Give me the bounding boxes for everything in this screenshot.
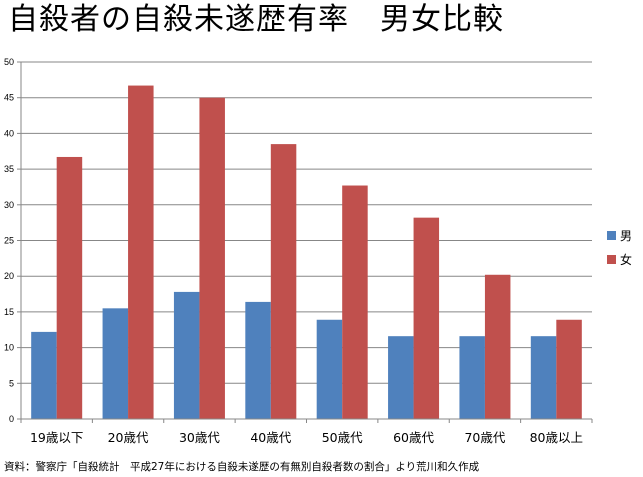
bar-female: [484, 274, 511, 419]
y-tick-label: 15: [4, 307, 14, 317]
bar-male: [530, 336, 557, 419]
bar-male: [245, 301, 271, 419]
bar-male: [316, 319, 343, 419]
bar-female: [56, 156, 83, 419]
y-axis-ticks: 0 5 10 15 20 25 30 35 40 45 50: [4, 57, 22, 424]
y-tick-label: 45: [4, 93, 14, 103]
x-tick-label: 60歳代: [393, 430, 434, 445]
bars: [31, 85, 582, 420]
x-tick-label: 80歳以上: [530, 430, 583, 445]
x-tick-label: 30歳代: [179, 430, 220, 445]
legend-label: 男: [620, 229, 632, 243]
x-tick-label: 20歳代: [108, 430, 149, 445]
bar-male: [173, 291, 200, 419]
y-tick-label: 40: [4, 128, 14, 138]
source-note: 資料：警察庁「自殺統計 平成27年における自殺未遂歴の有無別自殺者数の割合」より…: [4, 461, 480, 473]
x-tick-label: 40歳代: [250, 430, 291, 445]
y-tick-label: 20: [4, 271, 14, 281]
bar-male: [388, 336, 414, 419]
bar-male: [31, 331, 57, 419]
x-tick-label: 70歳代: [464, 430, 505, 445]
bar-female: [128, 85, 154, 419]
y-tick-label: 5: [9, 378, 14, 388]
bar-female: [342, 185, 368, 419]
bar-female: [199, 97, 225, 419]
bar-female: [413, 217, 440, 419]
chart-title: 自殺者の自殺未遂歴有率 男女比較: [8, 2, 504, 37]
bar-male: [459, 336, 485, 419]
bar-male: [102, 308, 129, 419]
x-axis: 19歳以下 20歳代 30歳代 40歳代 50歳代 60歳代 70歳代 80歳以上: [20, 418, 593, 445]
legend-label: 女: [620, 252, 632, 267]
y-tick-label: 30: [4, 200, 14, 210]
bar-female: [270, 144, 297, 420]
y-tick-label: 10: [4, 343, 14, 353]
legend-swatch: [607, 255, 616, 264]
y-tick-label: 35: [4, 164, 14, 174]
y-tick-label: 50: [4, 57, 14, 67]
legend: 男女: [607, 229, 632, 267]
y-tick-label: 0: [9, 414, 14, 424]
x-tick-label: 50歳代: [322, 430, 363, 445]
x-tick-label: 19歳以下: [30, 430, 83, 445]
bar-female: [556, 319, 582, 419]
y-tick-label: 25: [4, 236, 14, 246]
legend-swatch: [607, 231, 616, 240]
